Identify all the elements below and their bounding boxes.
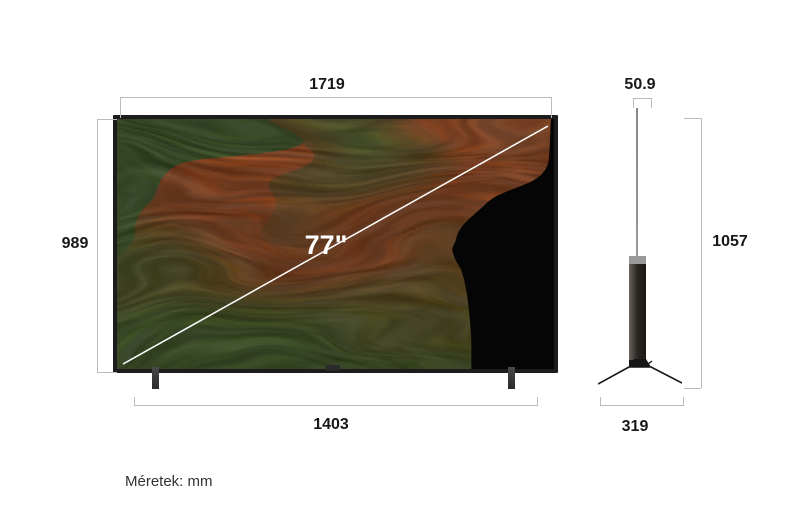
svg-text:77": 77" xyxy=(305,230,348,260)
